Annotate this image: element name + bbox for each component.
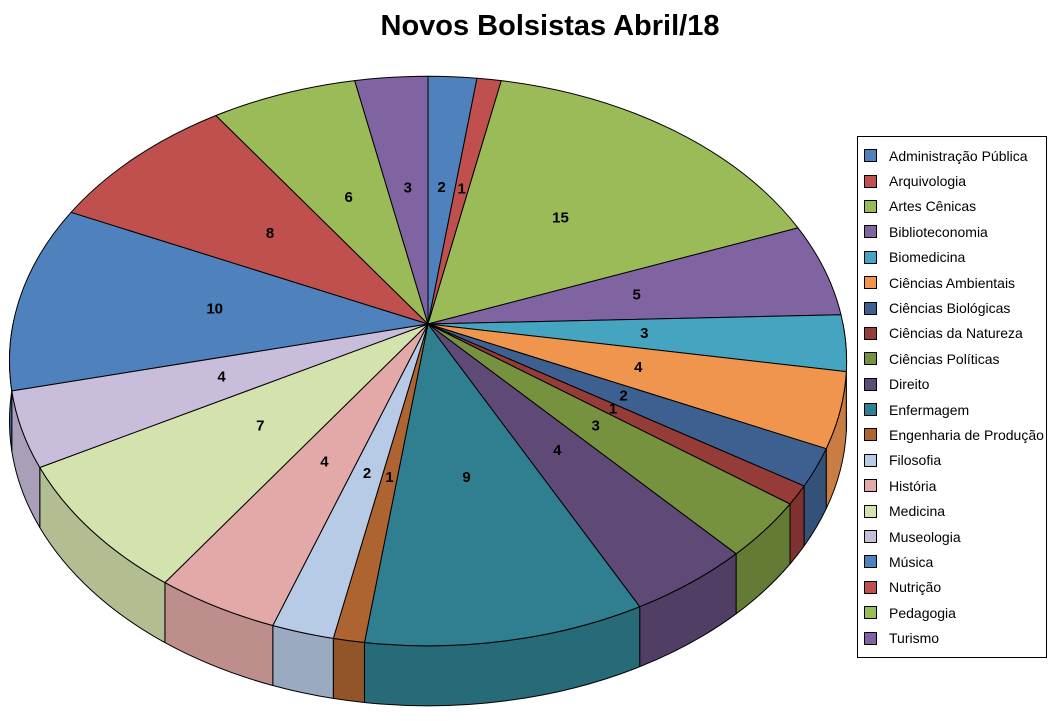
legend-swatch (864, 606, 877, 620)
legend-swatch (864, 555, 877, 569)
legend-label: Medicina (889, 503, 946, 520)
legend-swatch (864, 149, 877, 163)
legend-label: Filosofia (889, 452, 942, 469)
pie-slice-2 (427, 80, 799, 325)
legend-item-4: Biomedicina (858, 245, 1046, 270)
legend-label: Música (889, 553, 934, 570)
pie-slice-17 (70, 115, 429, 325)
data-label: 2 (363, 465, 371, 482)
legend-swatch (864, 403, 877, 417)
legend-swatch (864, 428, 877, 442)
legend-swatch (864, 530, 877, 544)
legend-label: Ciências da Natureza (889, 325, 1023, 342)
legend-label: Artes Cênicas (889, 198, 977, 215)
legend-item-0: Administração Pública (858, 143, 1046, 168)
data-label: 2 (619, 387, 627, 404)
legend-item-6: Ciências Biológicas (858, 295, 1046, 320)
legend-label: Enfermagem (889, 401, 970, 418)
data-label: 4 (634, 359, 643, 376)
data-label: 8 (266, 225, 274, 242)
data-label: 9 (462, 469, 470, 486)
legend-item-7: Ciências da Natureza (858, 321, 1046, 346)
legend-item-12: Filosofia (858, 448, 1046, 473)
data-label: 7 (256, 417, 264, 434)
legend-label: Turismo (889, 630, 940, 647)
legend-item-10: Enfermagem (858, 397, 1046, 422)
data-label: 3 (640, 325, 648, 342)
data-label: 1 (458, 180, 466, 197)
legend-item-2: Artes Cênicas (858, 194, 1046, 219)
legend: Administração Pública Arquivologia Artes C… (857, 136, 1047, 658)
pie-slice-16 (9, 211, 429, 392)
legend-swatch (864, 504, 877, 518)
legend-swatch (864, 250, 877, 264)
legend-label: Ciências Biológicas (889, 300, 1011, 317)
legend-item-15: Museologia (858, 524, 1046, 549)
legend-label: Pedagogia (889, 604, 956, 621)
data-label: 6 (345, 189, 353, 206)
legend-item-9: Direito (858, 372, 1046, 397)
pie-slice-side (332, 637, 365, 703)
legend-item-19: Turismo (858, 625, 1046, 650)
legend-swatch (864, 631, 877, 645)
data-label: 10 (206, 300, 223, 317)
legend-label: Ciências Ambientais (889, 274, 1016, 291)
legend-item-1: Arquivologia (858, 168, 1046, 193)
data-label: 2 (437, 179, 445, 196)
data-label: 3 (592, 417, 600, 434)
legend-item-13: História (858, 473, 1046, 498)
legend-item-3: Biblioteconomia (858, 219, 1046, 244)
legend-swatch (864, 225, 877, 239)
legend-label: Ciências Políticas (889, 350, 1000, 367)
legend-label: Direito (889, 376, 930, 393)
legend-label: Engenharia de Produção (889, 426, 1044, 443)
legend-swatch (864, 301, 877, 315)
pie-slice-18 (215, 80, 429, 325)
pie-slice-19 (354, 75, 429, 325)
legend-item-5: Ciências Ambientais (858, 270, 1046, 295)
legend-item-8: Ciências Políticas (858, 346, 1046, 371)
legend-label: Nutrição (889, 579, 942, 596)
legend-item-18: Pedagogia (858, 600, 1046, 625)
legend-item-14: Medicina (858, 498, 1046, 523)
data-label: 15 (552, 209, 569, 226)
legend-label: Administração Pública (889, 147, 1028, 164)
legend-label: Biblioteconomia (889, 223, 988, 240)
legend-label: Arquivologia (889, 173, 967, 190)
data-label: 1 (385, 469, 393, 486)
chart-title: Novos Bolsistas Abril/18 (380, 10, 720, 42)
pie-slice-10 (364, 323, 641, 647)
legend-swatch (864, 352, 877, 366)
data-label: 4 (217, 369, 226, 386)
legend-swatch (864, 199, 877, 213)
legend-label: Biomedicina (889, 249, 966, 266)
legend-swatch (864, 479, 877, 493)
legend-label: Museologia (889, 528, 961, 545)
data-label: 4 (553, 442, 562, 459)
data-label: 5 (633, 286, 641, 303)
pie-slice-14 (39, 323, 429, 584)
legend-swatch (864, 580, 877, 594)
data-label: 1 (609, 401, 617, 418)
data-label: 3 (404, 179, 412, 196)
legend-item-11: Engenharia de Produção (858, 422, 1046, 447)
legend-item-16: Música (858, 549, 1046, 574)
legend-swatch (864, 377, 877, 391)
legend-swatch (864, 276, 877, 290)
legend-label: História (889, 477, 937, 494)
legend-item-17: Nutrição (858, 575, 1046, 600)
data-label: 4 (320, 453, 329, 470)
legend-swatch (864, 453, 877, 467)
legend-swatch (864, 326, 877, 340)
legend-swatch (864, 174, 877, 188)
